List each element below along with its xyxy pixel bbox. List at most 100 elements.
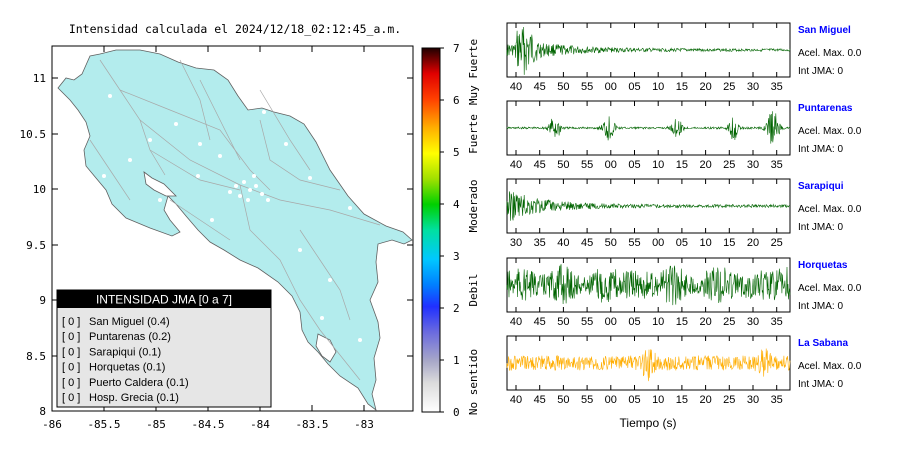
waveform-tick-label: 05 [628, 316, 640, 328]
waveform-tick-label: 40 [510, 394, 522, 406]
waveform-trace [506, 348, 791, 382]
map-x-tick-label: -85 [146, 418, 166, 431]
waveform-trace [506, 191, 791, 221]
waveform-tick-label: 35 [771, 159, 783, 171]
colorbar-tick-label: 6 [453, 94, 460, 107]
intensity-colorbar: 0 1 2 3 4 5 6 7 No sentido Debil Moderado Fuerte Mu… [421, 39, 480, 419]
waveform-tick-label: 15 [723, 237, 735, 249]
waveform-tick-label: 55 [581, 394, 593, 406]
colorbar-category-label: Moderado [467, 180, 480, 233]
waveform-tick-label: 30 [747, 316, 759, 328]
waveform-tick-label: 40 [510, 316, 522, 328]
waveform-tick-label: 20 [699, 316, 711, 328]
colorbar-tick-label: 7 [453, 42, 460, 55]
waveform-tick-label: 10 [699, 237, 711, 249]
colorbar-category-label: No sentido [467, 349, 480, 415]
waveform-tick-label: 10 [652, 316, 664, 328]
waveform-xlabel: Tiempo (s) [620, 416, 677, 430]
waveform-tick-label: 45 [534, 316, 546, 328]
waveform-tick-label: 00 [605, 159, 617, 171]
waveform-tick-label: 10 [652, 159, 664, 171]
waveform-tick-label: 45 [534, 394, 546, 406]
legend-item-label: Hosp. Grecia (0.1) [89, 392, 179, 404]
map-y-tick-label: 11 [33, 72, 46, 85]
waveform-tick-label: 15 [676, 81, 688, 93]
waveform-tick-label: 50 [557, 394, 569, 406]
golfo-dulce [315, 333, 337, 363]
waveform-tick-label: 10 [652, 81, 664, 93]
waveform-tick-label: 55 [581, 81, 593, 93]
legend-item-label: San Miguel (0.4) [89, 316, 170, 328]
waveform-trace [506, 264, 791, 306]
waveform-tick-label: 30 [747, 159, 759, 171]
map-x-axis: -86 -85.5 -85 -84.5 -84 -83.5 -83 [42, 46, 374, 431]
map-y-tick-label: 10 [33, 183, 46, 196]
map-x-tick-label: -85.5 [87, 418, 120, 431]
map-x-tick-label: -83.5 [295, 418, 328, 431]
waveform-trace [506, 26, 791, 75]
station-acel-max: Acel. Max. 0.0 [798, 126, 862, 137]
waveform-tick-label: 15 [676, 316, 688, 328]
station-name: La Sabana [798, 338, 848, 349]
station-acel-max: Acel. Max. 0.0 [798, 361, 862, 372]
map-y-axis: 11 10.5 10 9.5 9 8.5 8 [20, 72, 413, 418]
waveform-tick-label: 45 [581, 237, 593, 249]
waveform-tick-label: 30 [747, 81, 759, 93]
station-name: Horquetas [798, 260, 848, 271]
map-x-tick-label: -86 [42, 418, 62, 431]
waveform-tick-label: 35 [771, 81, 783, 93]
station-int-jma: Int JMA: 0 [798, 144, 843, 155]
waveform-tick-label: 45 [534, 159, 546, 171]
waveform-tick-label: 00 [605, 81, 617, 93]
map-y-tick-label: 8.5 [26, 350, 46, 363]
waveform-tick-label: 35 [771, 316, 783, 328]
waveform-tick-label: 30 [510, 237, 522, 249]
legend-item-value: [ 0 ] [62, 377, 80, 389]
waveform-tick-label: 40 [510, 81, 522, 93]
waveform-tick-label: 35 [771, 394, 783, 406]
colorbar-tick-label: 0 [453, 406, 460, 419]
waveform-tick-label: 25 [723, 394, 735, 406]
station-acel-max: Acel. Max. 0.0 [798, 48, 862, 59]
legend-item-value: [ 0 ] [62, 362, 80, 374]
colorbar-category-label: Debil [467, 273, 480, 306]
waveform-tick-label: 50 [605, 237, 617, 249]
colorbar-category-label: Fuerte [467, 114, 480, 154]
waveform-tick-label: 30 [747, 394, 759, 406]
colorbar-category-label: Muy Fuerte [467, 39, 480, 105]
road-network [89, 59, 381, 381]
waveform-panel-horquetas: 40 45 50 55 00 05 10 15 20 25 30 35 Horquetas Acel. M… [506, 257, 862, 328]
waveform-tick-label: 25 [723, 316, 735, 328]
waveform-panel-san-miguel: 40 45 50 55 00 05 10 15 20 25 30 35 San Miguel Acel. … [506, 22, 862, 93]
legend-item-value: [ 0 ] [62, 316, 80, 328]
waveform-tick-label: 25 [723, 159, 735, 171]
waveform-tick-label: 55 [581, 316, 593, 328]
colorbar-tick-label: 4 [453, 198, 460, 211]
waveform-tick-label: 50 [557, 316, 569, 328]
waveform-tick-label: 40 [510, 159, 522, 171]
map-x-tick-label: -84 [250, 418, 270, 431]
legend-item-label: Horquetas (0.1) [89, 362, 165, 374]
waveform-tick-label: 20 [699, 159, 711, 171]
waveform-panel-puntarenas: 40 45 50 55 00 05 10 15 20 25 30 35 Puntarenas Acel. … [506, 100, 862, 171]
station-name: Puntarenas [798, 103, 853, 114]
legend-item-value: [ 0 ] [62, 392, 80, 404]
colorbar-tick-label: 5 [453, 146, 460, 159]
waveform-tick-label: 05 [628, 159, 640, 171]
waveform-tick-label: 20 [699, 394, 711, 406]
station-dots [102, 94, 362, 342]
waveform-panel-la-sabana: 40 45 50 55 00 05 10 15 20 25 30 35 La Sabana Acel. M… [506, 335, 862, 406]
colorbar-tick-label: 2 [453, 302, 460, 315]
waveform-tick-label: 15 [676, 159, 688, 171]
station-int-jma: Int JMA: 0 [798, 379, 843, 390]
colorbar-tick-label: 1 [453, 354, 460, 367]
station-int-jma: Int JMA: 0 [798, 222, 843, 233]
legend-item-value: [ 0 ] [62, 346, 80, 358]
waveform-tick-label: 00 [605, 394, 617, 406]
map-title: Intensidad calculada el 2024/12/18_02:12… [68, 22, 402, 36]
waveform-tick-label: 40 [557, 237, 569, 249]
map-y-tick-label: 8 [39, 405, 46, 418]
waveform-tick-label: 55 [581, 159, 593, 171]
station-name: San Miguel [798, 25, 851, 36]
waveform-tick-label: 15 [676, 394, 688, 406]
